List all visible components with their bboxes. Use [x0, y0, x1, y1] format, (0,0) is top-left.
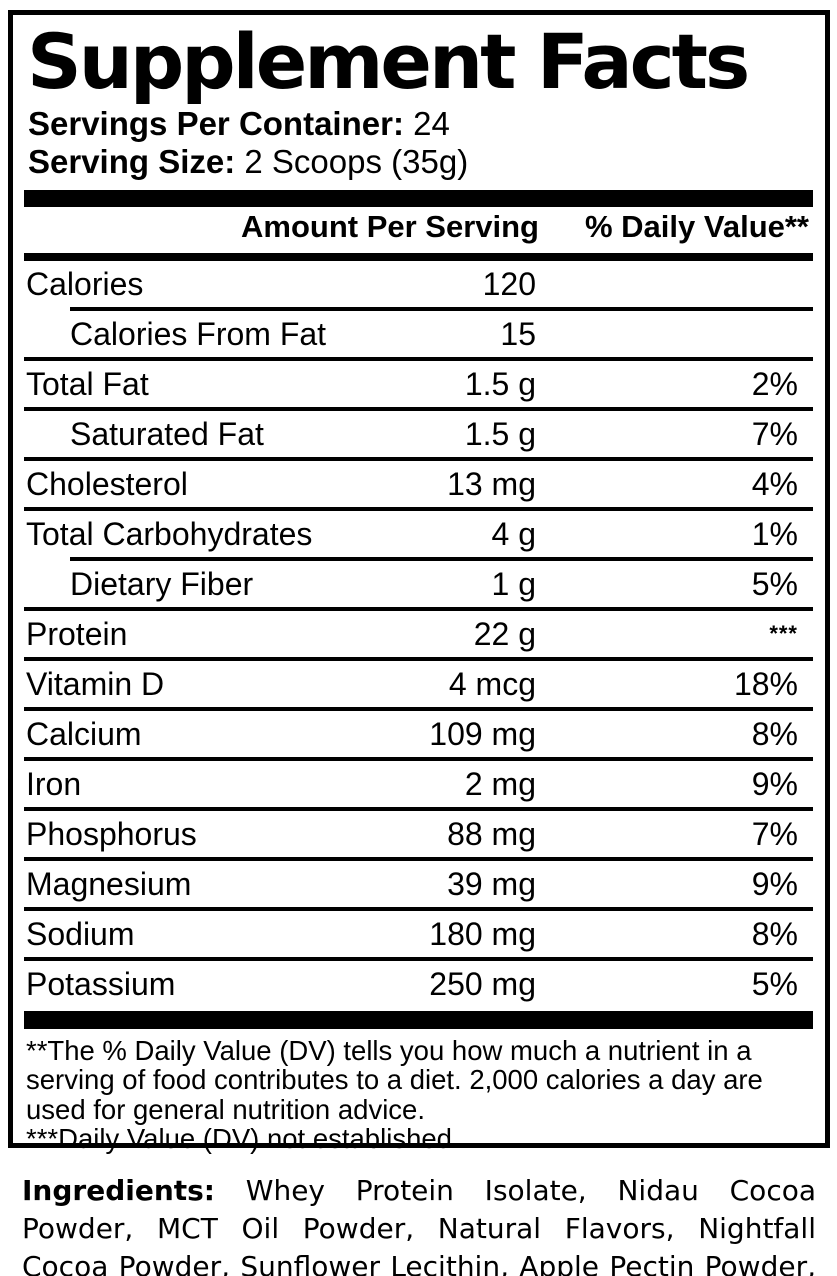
serving-size-value: 2 Scoops (35g): [235, 142, 469, 180]
thick-divider-top: [24, 189, 813, 207]
nutrient-dv: 5%: [751, 565, 798, 602]
daily-value-header: % Daily Value**: [584, 208, 809, 244]
nutrient-name: Vitamin D: [26, 665, 165, 702]
nutrient-name: Iron: [26, 765, 82, 802]
header-divider: [24, 252, 813, 261]
nutrient-dv: 7%: [751, 415, 798, 452]
nutrient-dv: 7%: [751, 815, 798, 852]
nutrient-name: Phosphorus: [26, 815, 197, 852]
thick-divider-bottom: [24, 1010, 813, 1029]
table-row-magnesium: Magnesium 39 mg 9%: [24, 856, 813, 907]
table-header-row: Amount Per Serving % Daily Value**: [24, 207, 813, 253]
serving-size-label: Serving Size:: [28, 142, 236, 180]
nutrient-name: Saturated Fat: [70, 415, 264, 452]
nutrient-name: Total Fat: [26, 365, 149, 402]
nutrient-dv: 18%: [733, 665, 798, 702]
ingredients-text: Whey Protein Isolate, Nidau Cocoa Powder…: [22, 1174, 816, 1276]
table-row-iron: Iron 2 mg 9%: [24, 756, 813, 807]
nutrient-amount: 15: [500, 315, 536, 352]
table-row-phosphorus: Phosphorus 88 mg 7%: [24, 806, 813, 857]
nutrient-amount: 13 mg: [447, 465, 536, 502]
servings-per-container-label: Servings Per Container:: [28, 104, 404, 142]
nutrient-amount: 1 g: [491, 565, 536, 602]
table-row-potassium: Potassium 250 mg 5%: [24, 956, 813, 1007]
nutrient-dv: 9%: [751, 865, 798, 902]
nutrient-name: Calories From Fat: [70, 315, 327, 352]
table-row-calcium: Calcium 109 mg 8%: [24, 706, 813, 757]
nutrient-dv: 5%: [751, 965, 798, 1002]
nutrient-amount: 1.5 g: [464, 365, 536, 402]
nutrient-dv: 1%: [751, 515, 798, 552]
table-row-saturated-fat: Saturated Fat 1.5 g 7%: [24, 406, 813, 457]
table-row-total-carbohydrates: Total Carbohydrates 4 g 1%: [24, 506, 813, 557]
nutrient-amount: 4 g: [491, 515, 536, 552]
nutrient-amount: 22 g: [473, 615, 536, 652]
servings-per-container: Servings Per Container: 24: [28, 105, 819, 143]
footnote-not-established: ***Daily Value (DV) not established.: [26, 1123, 460, 1155]
nutrient-amount: 2 mg: [464, 765, 536, 802]
nutrient-dv: 9%: [751, 765, 798, 802]
nutrient-amount: 109 mg: [429, 715, 536, 752]
nutrient-name: Cholesterol: [26, 465, 188, 502]
table-row-vitamin-d: Vitamin D 4 mcg 18%: [24, 656, 813, 707]
nutrient-name: Calcium: [26, 715, 142, 752]
nutrient-dv: ***: [769, 620, 798, 646]
nutrient-dv: 2%: [751, 365, 798, 402]
nutrient-amount: 250 mg: [429, 965, 536, 1002]
table-row-protein: Protein 22 g ***: [24, 606, 813, 657]
nutrition-rows: Calories 120 Calories From Fat 15 Total …: [24, 261, 813, 1007]
nutrient-dv: 8%: [751, 915, 798, 952]
panel-title: Supplement Facts: [27, 17, 750, 106]
amount-per-serving-header: Amount Per Serving: [241, 208, 539, 244]
nutrient-dv: 8%: [751, 715, 798, 752]
nutrient-amount: 120: [482, 265, 536, 302]
nutrient-name: Dietary Fiber: [70, 565, 254, 602]
table-row-calories: Calories 120: [24, 261, 813, 307]
nutrient-dv: 4%: [751, 465, 798, 502]
nutrient-amount: 88 mg: [447, 815, 536, 852]
facts-panel: Supplement Facts Servings Per Container:…: [8, 10, 830, 1153]
nutrient-name: Total Carbohydrates: [26, 515, 313, 552]
nutrition-table: Amount Per Serving % Daily Value**: [24, 207, 813, 253]
servings-per-container-value: 24: [403, 104, 450, 142]
footnotes: **The % Daily Value (DV) tells you how m…: [26, 1034, 810, 1155]
table-row-total-fat: Total Fat 1.5 g 2%: [24, 356, 813, 407]
table-row-calories-from-fat: Calories From Fat 15: [24, 306, 813, 357]
footnote-daily-value: **The % Daily Value (DV) tells you how m…: [26, 1034, 763, 1125]
nutrient-name: Magnesium: [26, 865, 192, 902]
serving-info: Servings Per Container: 24 Serving Size:…: [28, 105, 819, 181]
nutrient-amount: 180 mg: [429, 915, 536, 952]
ingredients-label: Ingredients:: [22, 1174, 216, 1207]
ingredients-paragraph: Ingredients: Whey Protein Isolate, Nidau…: [22, 1172, 816, 1276]
nutrient-amount: 1.5 g: [464, 415, 536, 452]
nutrient-name: Calories: [26, 265, 144, 302]
table-row-cholesterol: Cholesterol 13 mg 4%: [24, 456, 813, 507]
nutrient-name: Potassium: [26, 965, 176, 1002]
table-row-sodium: Sodium 180 mg 8%: [24, 906, 813, 957]
table-row-dietary-fiber: Dietary Fiber 1 g 5%: [24, 556, 813, 607]
serving-size: Serving Size: 2 Scoops (35g): [28, 143, 819, 181]
nutrient-amount: 4 mcg: [448, 665, 536, 702]
nutrient-name: Protein: [26, 615, 128, 652]
nutrient-amount: 39 mg: [447, 865, 536, 902]
nutrient-name: Sodium: [26, 915, 135, 952]
